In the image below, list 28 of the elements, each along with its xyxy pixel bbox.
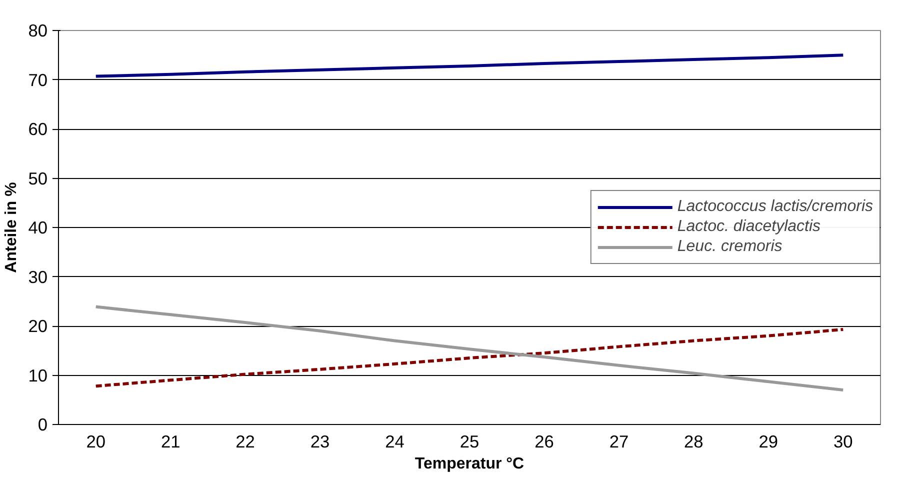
- legend-label: Leuc. cremoris: [677, 238, 782, 256]
- line-series: [94, 305, 845, 392]
- y-tick-label: 10: [28, 365, 48, 386]
- x-tick-label: 27: [609, 432, 629, 452]
- line-series: [94, 54, 845, 78]
- line-series: [94, 328, 845, 388]
- y-axis-title: Anteile in %: [3, 182, 20, 273]
- x-axis-title: Temperatur °C: [414, 456, 525, 472]
- x-tick-label: 26: [534, 432, 554, 452]
- x-tick-label: 25: [460, 432, 480, 452]
- x-tick-label: 29: [758, 432, 778, 452]
- y-tick-label: 40: [28, 218, 48, 238]
- y-tick-label: 30: [28, 266, 48, 287]
- x-tick-label: 23: [310, 432, 330, 452]
- y-tick-label: 70: [28, 70, 48, 90]
- y-tick-label: 60: [28, 119, 48, 139]
- x-tick-label: 24: [385, 432, 405, 452]
- y-tick-label: 50: [28, 168, 48, 188]
- y-tick-label: 0: [38, 414, 48, 434]
- x-tick-label: 30: [834, 432, 853, 452]
- x-tick-label: 22: [236, 432, 255, 452]
- y-tick-label: 80: [28, 20, 48, 40]
- x-tick-label: 28: [684, 432, 704, 452]
- x-tick-label: 21: [160, 432, 180, 452]
- x-tick-label: 20: [86, 432, 106, 452]
- y-tick-label: 20: [28, 316, 48, 336]
- legend-label: Lactoc. diacetylactis: [677, 218, 821, 236]
- legend-label: Lactococcus lactis/cremoris: [677, 198, 873, 216]
